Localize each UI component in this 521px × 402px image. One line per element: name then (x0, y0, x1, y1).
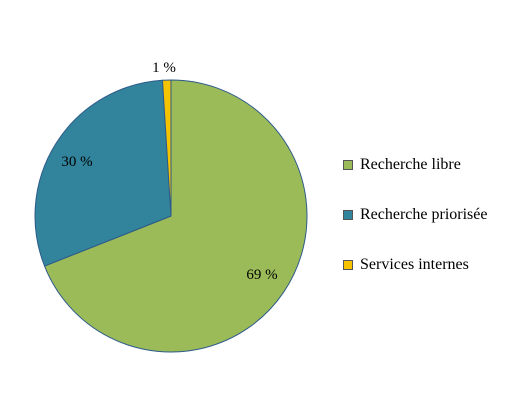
slice-data-label: 30 % (61, 154, 92, 170)
slice-data-label: 1 % (152, 60, 176, 76)
legend-item-recherche-libre: Recherche libre (343, 153, 487, 177)
legend-swatch (343, 160, 353, 170)
pie-slice-3 (161, 79, 172, 217)
legend-label: Recherche libre (360, 156, 461, 173)
legend-item-recherche-priorisee: Recherche priorisée (343, 203, 487, 227)
slice-data-label: 69 % (246, 267, 277, 283)
legend: Recherche libre Recherche priorisée Serv… (343, 153, 487, 303)
legend-label: Recherche priorisée (360, 206, 488, 223)
legend-swatch (343, 210, 353, 220)
pie-slice-2 (34, 79, 172, 267)
legend-swatch (343, 260, 353, 270)
pie-slice-1 (43, 79, 308, 353)
legend-label: Services internes (360, 256, 469, 273)
legend-item-services-internes: Services internes (343, 253, 487, 277)
